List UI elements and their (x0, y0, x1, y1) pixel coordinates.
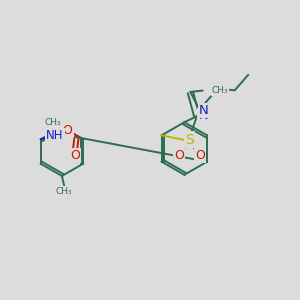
Text: CH₃: CH₃ (44, 118, 61, 127)
Text: O: O (196, 149, 205, 162)
Text: CH₃: CH₃ (212, 86, 228, 95)
Text: O: O (174, 149, 184, 162)
Text: N: N (199, 109, 208, 122)
Text: O: O (63, 124, 73, 137)
Text: CH₃: CH₃ (56, 187, 73, 196)
Text: O: O (70, 149, 80, 162)
Text: S: S (185, 133, 194, 146)
Text: N: N (199, 104, 209, 117)
Text: NH: NH (46, 129, 64, 142)
